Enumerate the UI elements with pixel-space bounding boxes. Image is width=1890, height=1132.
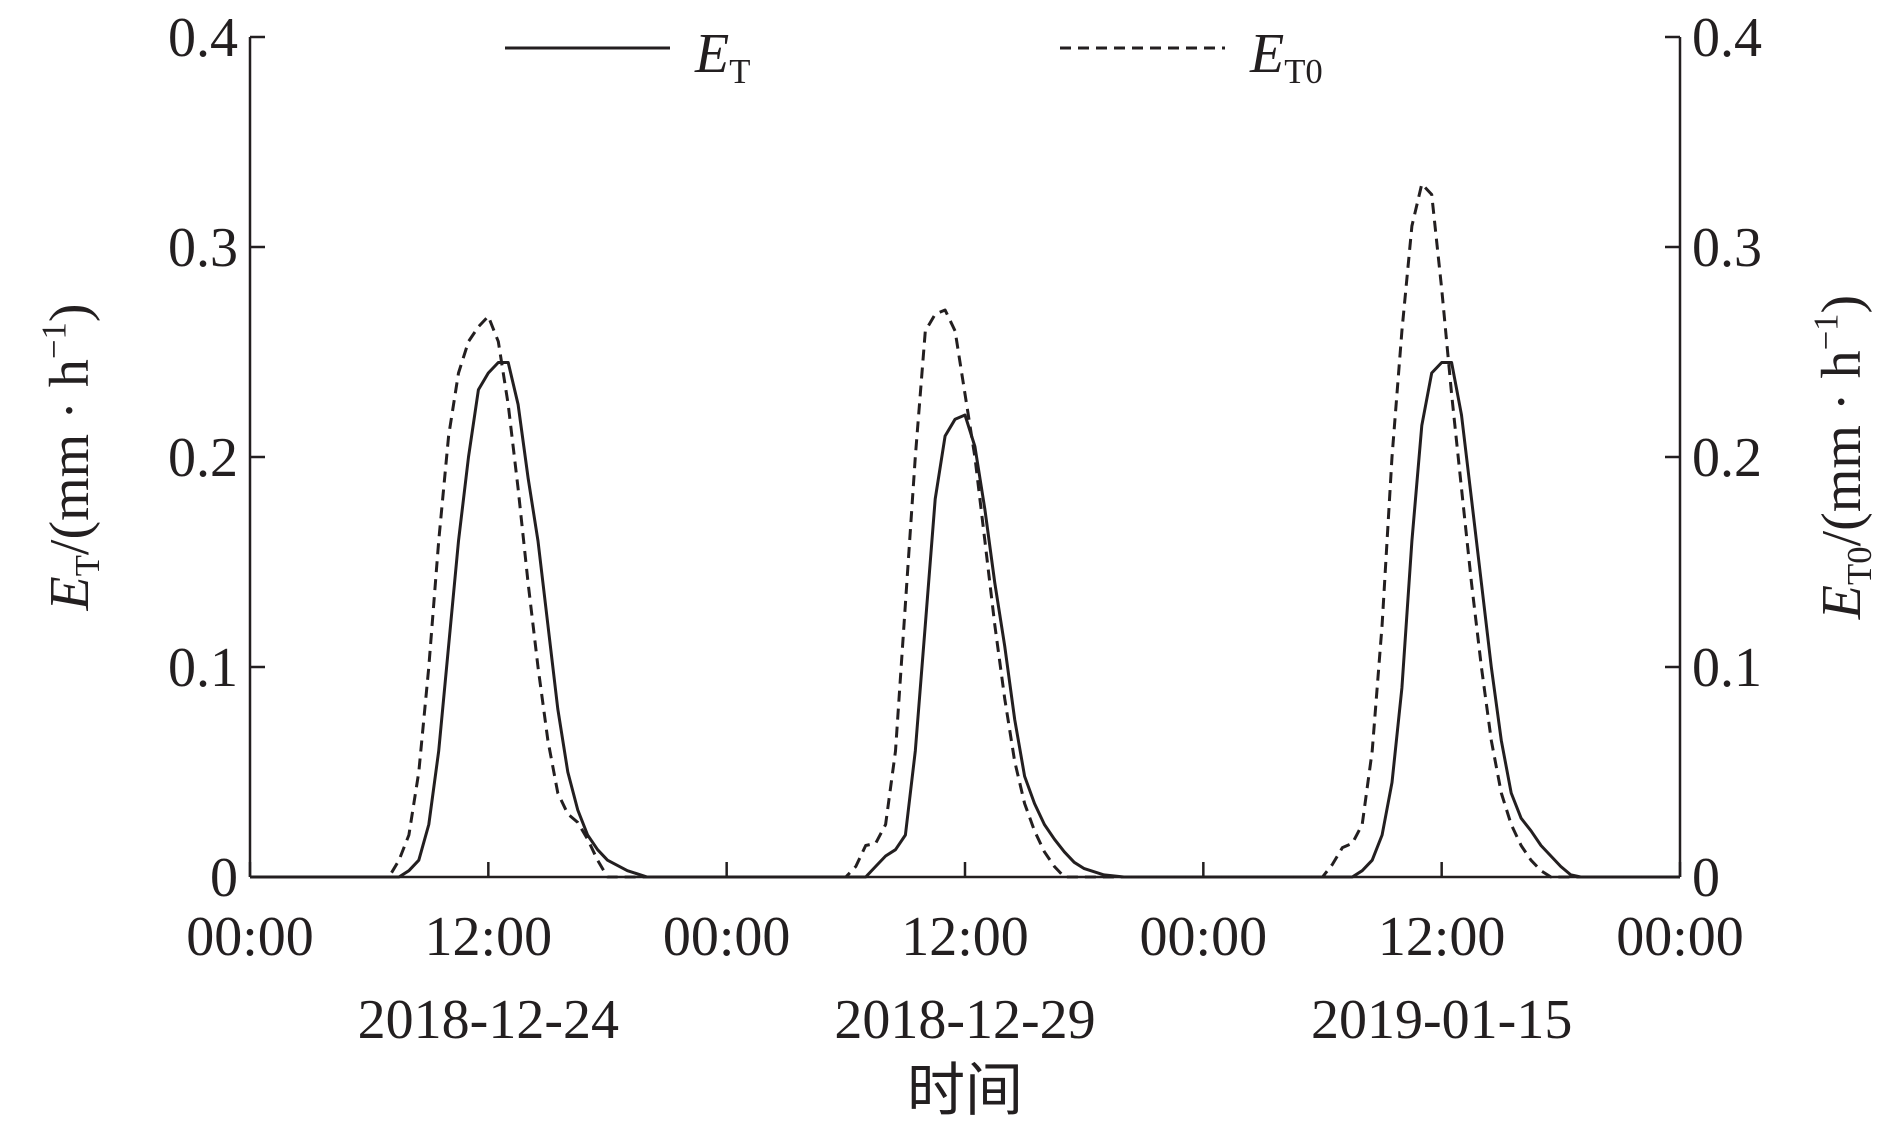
- left-y-tick-label: 0: [210, 847, 238, 909]
- left-y-tick-label: 0.1: [168, 637, 238, 699]
- series-line-e-t: [250, 361, 1680, 879]
- right-y-axis-title: ET0/(mm · h−1): [1807, 295, 1880, 620]
- right-y-tick-label: 0: [1692, 847, 1720, 909]
- x-date-label: 2019-01-15: [1311, 989, 1572, 1051]
- left-y-tick-label: 0.4: [168, 7, 238, 69]
- left-y-axis-title: ET/(mm · h−1): [35, 303, 108, 611]
- legend-label-e-t: ET: [694, 23, 750, 91]
- right-y-tick-label: 0.2: [1692, 427, 1762, 489]
- x-date-label: 2018-12-29: [834, 989, 1095, 1051]
- right-y-tick-label: 0.1: [1692, 637, 1762, 699]
- series-lines: [250, 182, 1680, 879]
- legend: ET ET0: [505, 23, 1323, 91]
- right-y-tick-label: 0.3: [1692, 217, 1762, 279]
- x-date-label: 2018-12-24: [358, 989, 619, 1051]
- x-tick-label: 00:00: [186, 906, 314, 968]
- left-y-tick-label: 0.3: [168, 217, 238, 279]
- x-tick-label: 00:00: [1140, 906, 1268, 968]
- series-line-e-t0: [250, 182, 1680, 879]
- x-tick-label: 12:00: [425, 906, 553, 968]
- right-y-tick-label: 0.4: [1692, 7, 1762, 69]
- left-y-tick-label: 0.2: [168, 427, 238, 489]
- axis-labels: 时间 ET/(mm · h−1) ET0/(mm · h−1): [35, 295, 1880, 1123]
- x-tick-label: 12:00: [1378, 906, 1506, 968]
- legend-label-e-t0: ET0: [1249, 23, 1323, 91]
- x-tick-label: 00:00: [663, 906, 791, 968]
- x-axis-title: 时间: [907, 1058, 1023, 1123]
- x-tick-label: 00:00: [1616, 906, 1744, 968]
- x-tick-label: 12:00: [901, 906, 1029, 968]
- axes: 0 0 0.1 0.1 0.2 0.2 0.3 0.3 0.4 0.4 00:00 12:00 00:0…: [168, 7, 1762, 1051]
